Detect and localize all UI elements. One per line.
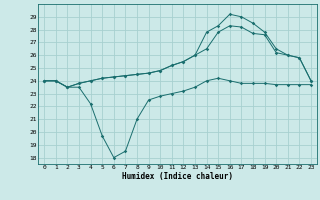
X-axis label: Humidex (Indice chaleur): Humidex (Indice chaleur) — [122, 172, 233, 181]
